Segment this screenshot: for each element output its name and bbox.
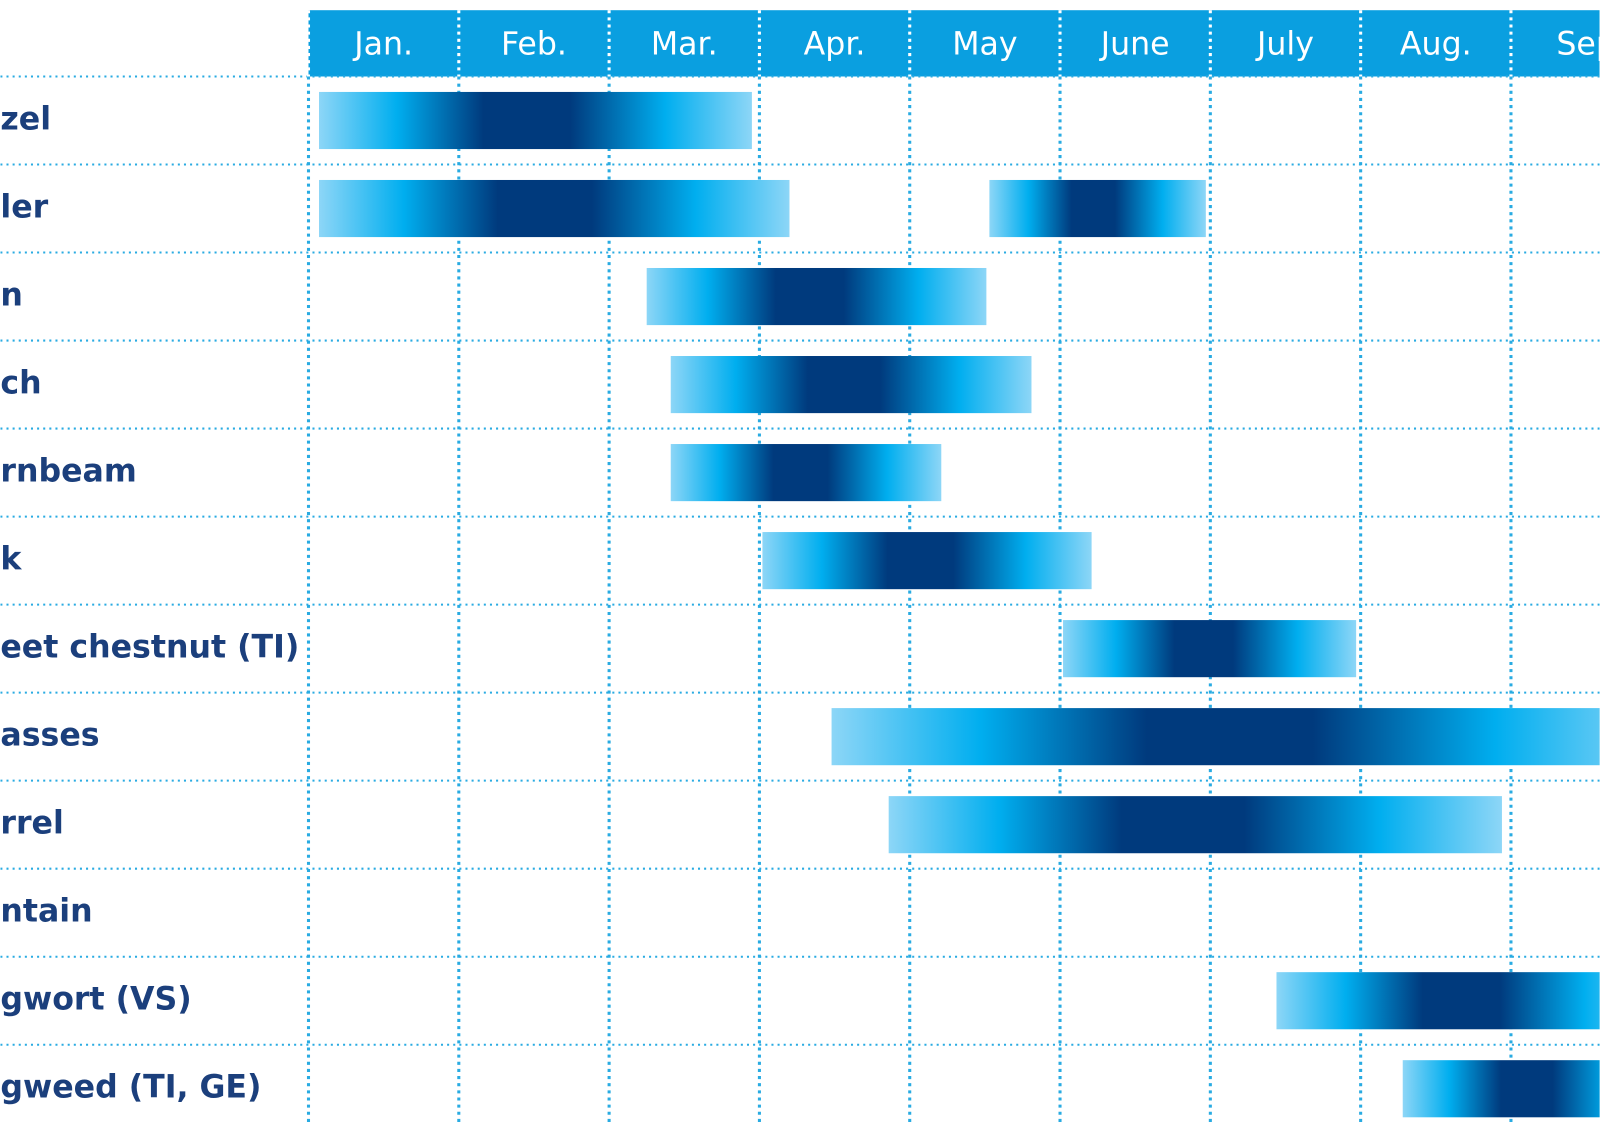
month-label: Apr. — [804, 26, 866, 62]
row-label: k — [0, 542, 22, 578]
row-label: rnbeam — [0, 454, 136, 490]
row-label: gwort (VS) — [0, 982, 191, 1018]
pollen-bar — [989, 179, 1206, 238]
row-label: zel — [0, 102, 51, 138]
row-label: n — [0, 278, 23, 314]
month-label: Feb. — [501, 26, 567, 62]
pollen-bar — [888, 796, 1502, 854]
month-label: June — [1099, 26, 1170, 62]
pollen-bar — [319, 91, 752, 150]
month-label: May — [952, 26, 1017, 62]
pollen-bar — [646, 267, 987, 326]
pollen-bar — [670, 356, 1032, 414]
row-label: ntain — [0, 894, 92, 930]
pollen-bar — [831, 708, 1600, 766]
pollen-bar — [670, 444, 942, 502]
pollen-bar — [1276, 972, 1600, 1030]
row-label: ler — [0, 190, 48, 226]
row-label: ch — [0, 366, 41, 402]
month-label: Aug. — [1400, 26, 1472, 62]
month-label: July — [1255, 26, 1314, 62]
row-label: gweed (TI, GE) — [0, 1070, 261, 1106]
row-label: rrel — [0, 806, 63, 842]
month-label: Mar. — [651, 26, 718, 62]
plot: Jan. Feb. Mar. Apr. May June July Aug. Sep zel ler… — [0, 10, 1600, 1125]
pollen-bar — [1402, 1060, 1600, 1118]
row-label: eet chestnut (TI) — [0, 630, 299, 666]
month-label: Jan. — [352, 26, 413, 62]
pollen-bar — [319, 179, 790, 238]
pollen-bar — [762, 532, 1092, 590]
header-band — [308, 10, 1600, 77]
month-label: Sep — [1556, 26, 1600, 62]
row-label: asses — [0, 718, 99, 754]
pollen-bar — [1063, 620, 1357, 678]
